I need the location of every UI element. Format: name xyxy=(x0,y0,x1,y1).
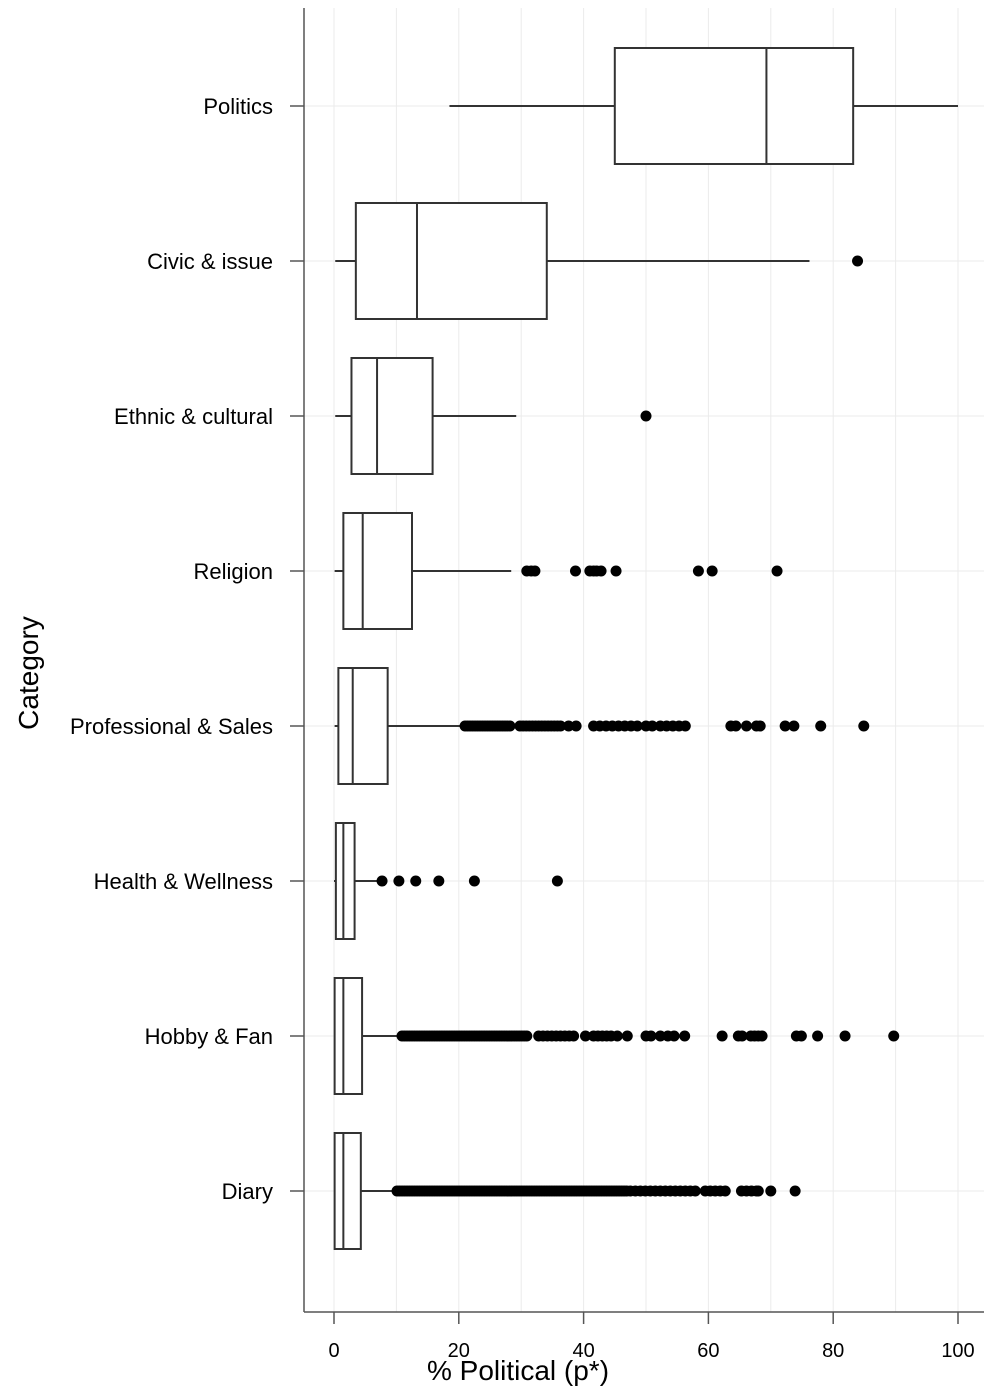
box-group-health-wellness xyxy=(334,822,563,940)
outlier-point xyxy=(740,720,752,732)
outlier-point xyxy=(679,1030,691,1042)
outlier-point xyxy=(789,1185,801,1197)
outlier-point xyxy=(611,1030,623,1042)
outlier-point xyxy=(858,720,870,732)
outlier-point xyxy=(679,720,691,732)
box-iqr xyxy=(337,667,389,785)
outlier-point xyxy=(410,875,422,887)
y-tick-label: Hobby & Fan xyxy=(145,1024,273,1049)
outlier-point xyxy=(551,875,563,887)
outlier-point xyxy=(765,1185,777,1197)
boxplot-series xyxy=(333,47,958,1250)
axes: Politics Civic & issue Ethnic & cultural Re… xyxy=(70,8,984,1362)
outlier-point xyxy=(788,720,800,732)
box-iqr xyxy=(333,977,364,1095)
outlier-point xyxy=(468,875,480,887)
x-tick-label: 80 xyxy=(822,1340,844,1362)
y-tick-label: Religion xyxy=(194,559,274,584)
x-tick-label: 100 xyxy=(941,1340,974,1362)
outlier-point xyxy=(640,410,652,422)
box-iqr xyxy=(342,512,413,630)
x-axis-title: % Political (p*) xyxy=(427,1355,609,1386)
y-tick-label: Politics xyxy=(203,94,273,119)
y-tick-label: Civic & issue xyxy=(147,249,273,274)
outlier-point xyxy=(756,1030,768,1042)
box-group-professional-sales xyxy=(334,667,870,785)
outlier-point xyxy=(645,1030,657,1042)
outlier-point xyxy=(706,565,718,577)
outlier-point xyxy=(376,875,388,887)
y-axis-title: Category xyxy=(13,616,44,730)
outlier-point xyxy=(839,1030,851,1042)
box-iqr xyxy=(333,1132,362,1250)
outlier-point xyxy=(610,565,622,577)
outlier-point xyxy=(568,1030,580,1042)
y-tick-label: Health & Wellness xyxy=(94,869,273,894)
box-group-religion xyxy=(334,512,783,630)
outlier-point xyxy=(852,255,864,267)
y-tick-label: Ethnic & cultural xyxy=(114,404,273,429)
outlier-point xyxy=(771,565,783,577)
box-group-civic-issue xyxy=(335,202,864,320)
outlier-point xyxy=(736,1030,748,1042)
outlier-point xyxy=(730,720,742,732)
outlier-point xyxy=(579,1030,591,1042)
outlier-point xyxy=(716,1030,728,1042)
outlier-point xyxy=(752,1185,764,1197)
outlier-point xyxy=(812,1030,824,1042)
box-iqr xyxy=(350,357,434,475)
y-tick-label: Diary xyxy=(222,1179,273,1204)
outlier-point xyxy=(521,1030,533,1042)
outlier-point xyxy=(795,1030,807,1042)
outlier-point xyxy=(433,875,445,887)
outlier-point xyxy=(555,720,567,732)
y-tick-label: Professional & Sales xyxy=(70,714,273,739)
outlier-point xyxy=(888,1030,900,1042)
outlier-point xyxy=(621,1030,633,1042)
outlier-point xyxy=(719,1185,731,1197)
box-group-hobby-fan xyxy=(333,977,900,1095)
outlier-point xyxy=(504,720,516,732)
x-tick-label: 20 xyxy=(448,1340,470,1362)
outlier-point xyxy=(779,720,791,732)
outlier-point xyxy=(569,565,581,577)
outlier-point xyxy=(570,720,582,732)
box-group-diary xyxy=(333,1132,801,1250)
outlier-point xyxy=(595,565,607,577)
x-tick-label: 60 xyxy=(697,1340,719,1362)
outlier-point xyxy=(692,565,704,577)
x-tick-label: 0 xyxy=(328,1340,339,1362)
outlier-point xyxy=(393,875,405,887)
outlier-point xyxy=(646,720,658,732)
outlier-point xyxy=(631,720,643,732)
x-tick-label: 40 xyxy=(572,1340,594,1362)
box-group-politics xyxy=(449,47,958,165)
box-iqr xyxy=(354,202,548,320)
outlier-point xyxy=(668,1030,680,1042)
outlier-point xyxy=(529,565,541,577)
outlier-point xyxy=(689,1185,701,1197)
box-group-ethnic-cultural xyxy=(335,357,652,475)
box-iqr xyxy=(613,47,855,165)
box-iqr xyxy=(334,822,356,940)
outlier-point xyxy=(754,720,766,732)
outlier-point xyxy=(815,720,827,732)
